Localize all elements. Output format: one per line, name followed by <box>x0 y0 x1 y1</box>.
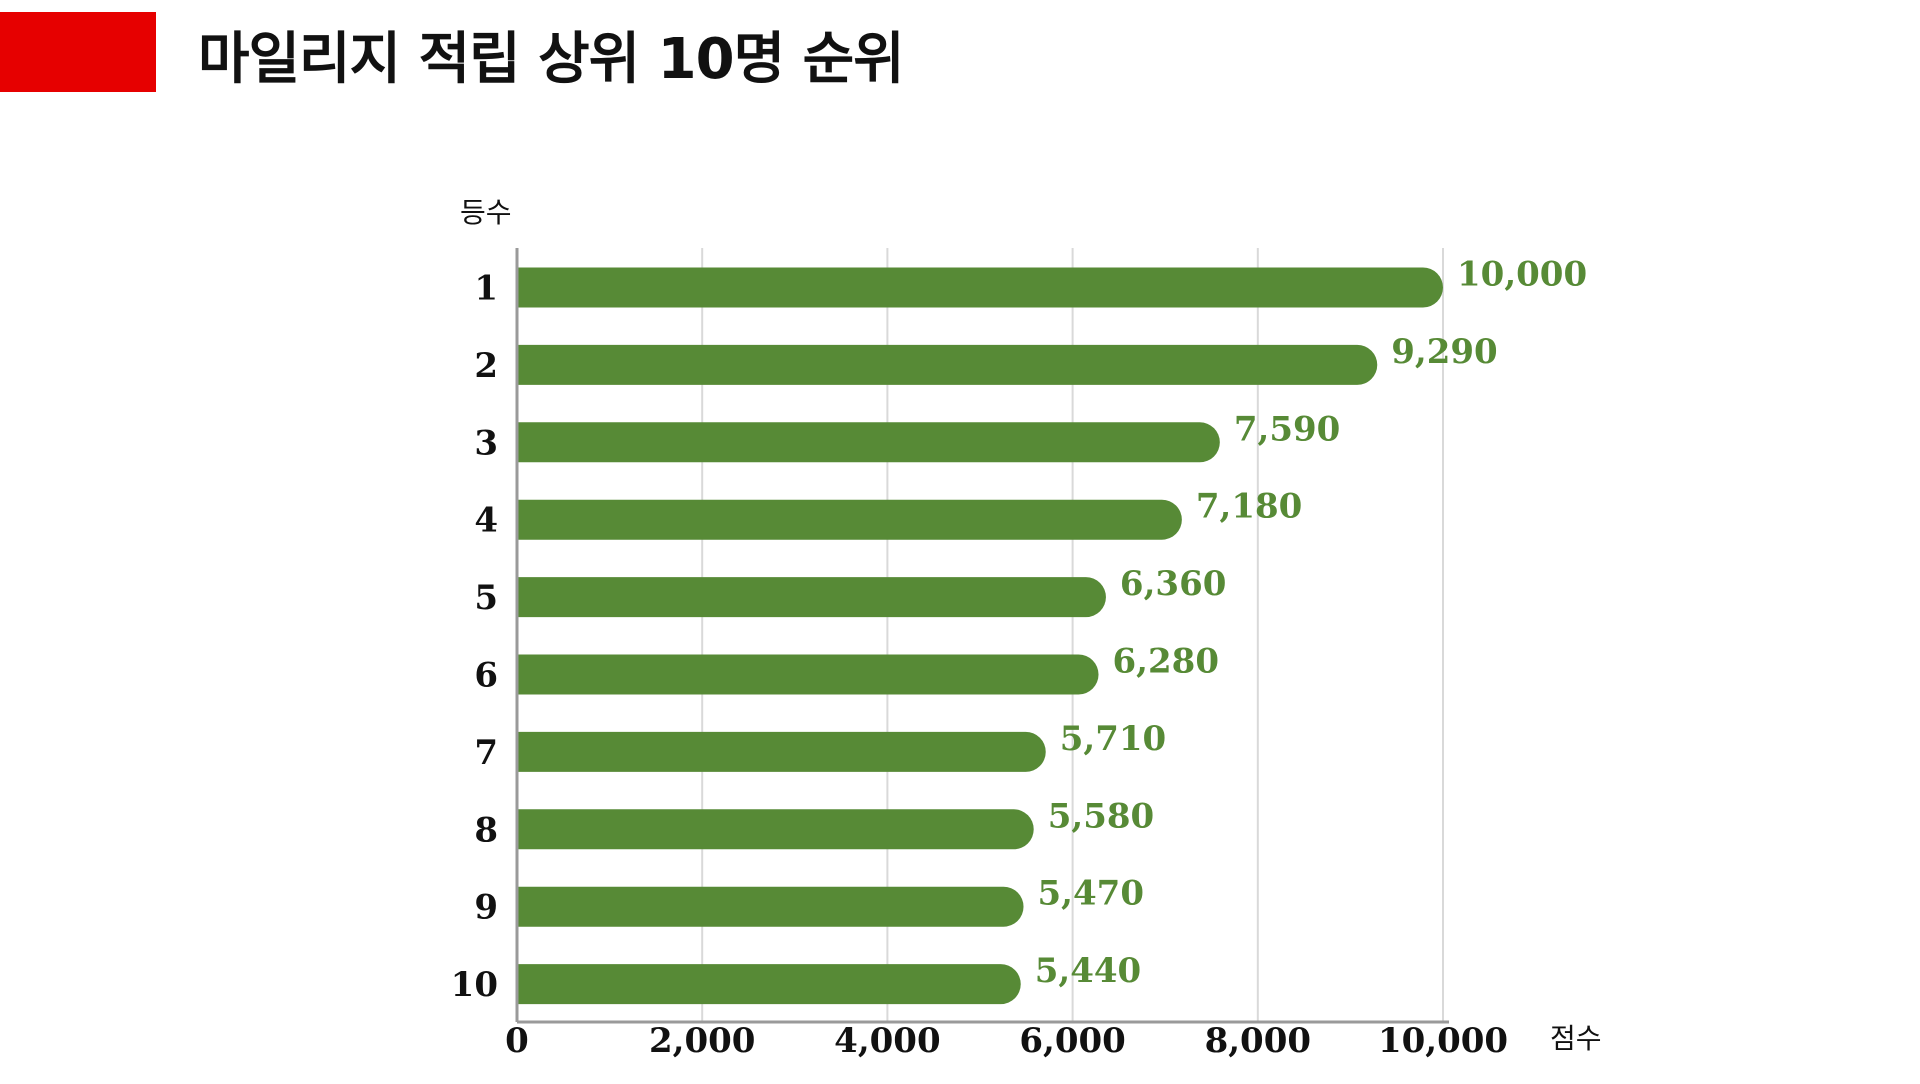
y-tick-label: 3 <box>474 423 498 463</box>
bar <box>517 809 1034 850</box>
title-accent-block <box>0 12 156 92</box>
x-tick-label: 0 <box>505 1021 529 1061</box>
x-tick-label: 4,000 <box>834 1021 940 1061</box>
y-tick-label: 6 <box>474 656 498 696</box>
bar <box>517 731 1046 772</box>
value-label: 10,000 <box>1457 255 1587 295</box>
bar <box>517 267 1443 308</box>
x-tick-label: 6,000 <box>1019 1021 1125 1061</box>
y-axis-title: 등수 <box>460 196 512 229</box>
bar <box>517 886 1024 927</box>
value-label: 5,710 <box>1060 719 1166 759</box>
axes: 0 2,000 4,000 6,000 8,000 10,000 1 2 3 4 5 6 7 8 9 10 <box>451 248 1508 1061</box>
y-tick-label: 8 <box>474 810 498 850</box>
value-label: 5,580 <box>1048 796 1154 836</box>
value-label: 5,440 <box>1035 951 1141 991</box>
y-tick-label: 2 <box>474 346 498 386</box>
x-tick-label: 2,000 <box>649 1021 755 1061</box>
bar <box>517 964 1021 1005</box>
y-tick-label: 7 <box>474 733 498 773</box>
y-tick-label: 10 <box>451 965 498 1005</box>
value-label: 9,290 <box>1391 332 1497 372</box>
x-axis-title: 점수 <box>1550 1022 1602 1055</box>
x-tick-label: 10,000 <box>1378 1021 1508 1061</box>
y-tick-label: 4 <box>474 501 498 541</box>
bar <box>517 577 1106 618</box>
value-label: 5,470 <box>1038 874 1144 914</box>
bar <box>517 422 1220 463</box>
bar <box>517 344 1378 385</box>
y-tick-label: 1 <box>474 269 498 309</box>
bar-series: 10,000 9,290 7,590 7,180 6,360 6,280 5,710 5,58… <box>517 255 1587 1005</box>
value-label: 7,590 <box>1234 409 1340 449</box>
value-label: 6,280 <box>1113 642 1219 682</box>
page-title: 마일리지 적립 상위 10명 순위 <box>198 27 905 92</box>
value-label: 6,360 <box>1120 564 1226 604</box>
bar <box>517 654 1099 695</box>
value-label: 7,180 <box>1196 487 1302 527</box>
y-tick-label: 5 <box>474 578 498 618</box>
x-tick-label: 8,000 <box>1205 1021 1311 1061</box>
y-tick-label: 9 <box>474 888 498 928</box>
bar <box>517 499 1182 540</box>
